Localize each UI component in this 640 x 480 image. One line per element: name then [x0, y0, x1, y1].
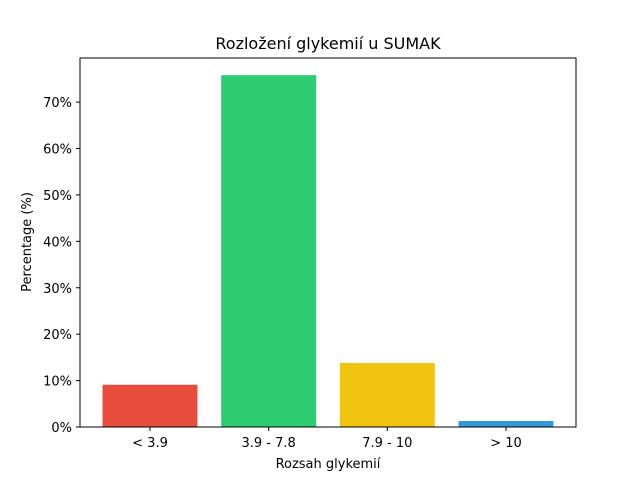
bar-2: [221, 75, 317, 427]
y-axis-ticks: 0% 10% 20% 30% 40% 50% 60% 70%: [43, 96, 80, 436]
x-tick-label: 7.9 - 10: [362, 436, 412, 451]
y-tick-label: 20%: [43, 328, 72, 343]
bars-group: [102, 75, 554, 427]
bar-4: [458, 420, 554, 427]
y-tick-label: 70%: [43, 96, 72, 111]
y-tick-label: 40%: [43, 235, 72, 250]
y-tick-label: 30%: [43, 282, 72, 297]
y-tick-label: 0%: [51, 421, 72, 436]
bar-1: [102, 384, 198, 427]
plot-frame: [79, 57, 577, 428]
y-tick-label: 50%: [43, 189, 72, 204]
y-tick-label: 60%: [43, 143, 72, 158]
x-axis-ticks: < 3.9 3.9 - 7.8 7.9 - 10 > 10: [132, 427, 522, 451]
x-tick-label: < 3.9: [132, 436, 168, 451]
x-tick-label: 3.9 - 7.8: [242, 436, 296, 451]
bar-3: [339, 362, 435, 427]
y-axis-label: Percentage (%): [20, 192, 35, 292]
x-tick-label: > 10: [490, 436, 522, 451]
y-tick-label: 10%: [43, 375, 72, 390]
x-axis-label: Rozsah glykemií: [276, 457, 381, 472]
chart-title: Rozložení glykemií u SUMAK: [215, 34, 441, 53]
